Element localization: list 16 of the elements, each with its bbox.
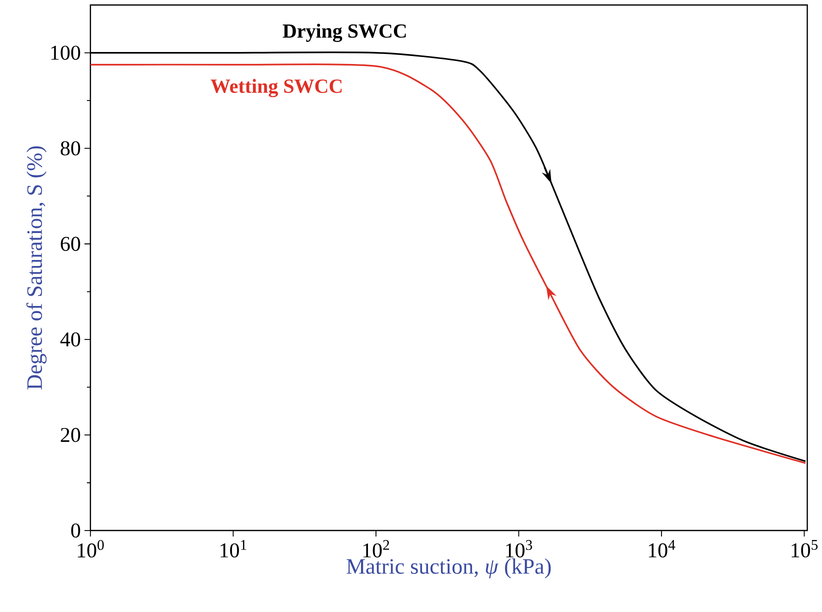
x-axis-title: Matric suction, ψ (kPa) xyxy=(346,558,551,578)
x-tick-label: 10$^{2}$ xyxy=(363,540,390,558)
y-tick-label: 20 xyxy=(60,428,80,442)
x-tick-label: 10$^{3}$ xyxy=(506,540,532,558)
y-tick-label: 80 xyxy=(60,141,80,156)
y-tick-label: 0 xyxy=(71,523,80,538)
x-tick-label: 10$^{0}$ xyxy=(78,540,104,558)
series-label: Drying SWCC xyxy=(282,23,406,42)
x-tick-label: 10$^{5}$ xyxy=(792,540,818,558)
y-tick-label: 60 xyxy=(60,236,80,251)
series-label: Wetting SWCC xyxy=(210,78,342,97)
x-tick-label: 10$^{4}$ xyxy=(648,540,676,558)
y-tick-label: 100 xyxy=(51,45,80,60)
x-tick-label: 10$^{1}$ xyxy=(220,540,246,558)
y-axis-title: Degree of Saturation, S (%) xyxy=(26,146,47,390)
y-tick-label: 40 xyxy=(60,332,80,346)
